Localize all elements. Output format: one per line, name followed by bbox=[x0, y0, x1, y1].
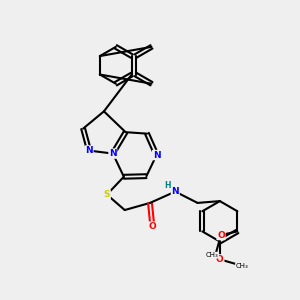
Text: S: S bbox=[104, 190, 110, 199]
Text: N: N bbox=[85, 146, 93, 155]
Text: CH₃: CH₃ bbox=[236, 263, 248, 269]
Text: O: O bbox=[148, 222, 156, 231]
Text: N: N bbox=[153, 151, 160, 160]
Text: N: N bbox=[172, 187, 179, 196]
Text: N: N bbox=[109, 149, 117, 158]
Text: O: O bbox=[217, 230, 225, 239]
Text: CH₃: CH₃ bbox=[206, 252, 219, 258]
Text: O: O bbox=[216, 255, 224, 264]
Text: H: H bbox=[164, 181, 170, 190]
